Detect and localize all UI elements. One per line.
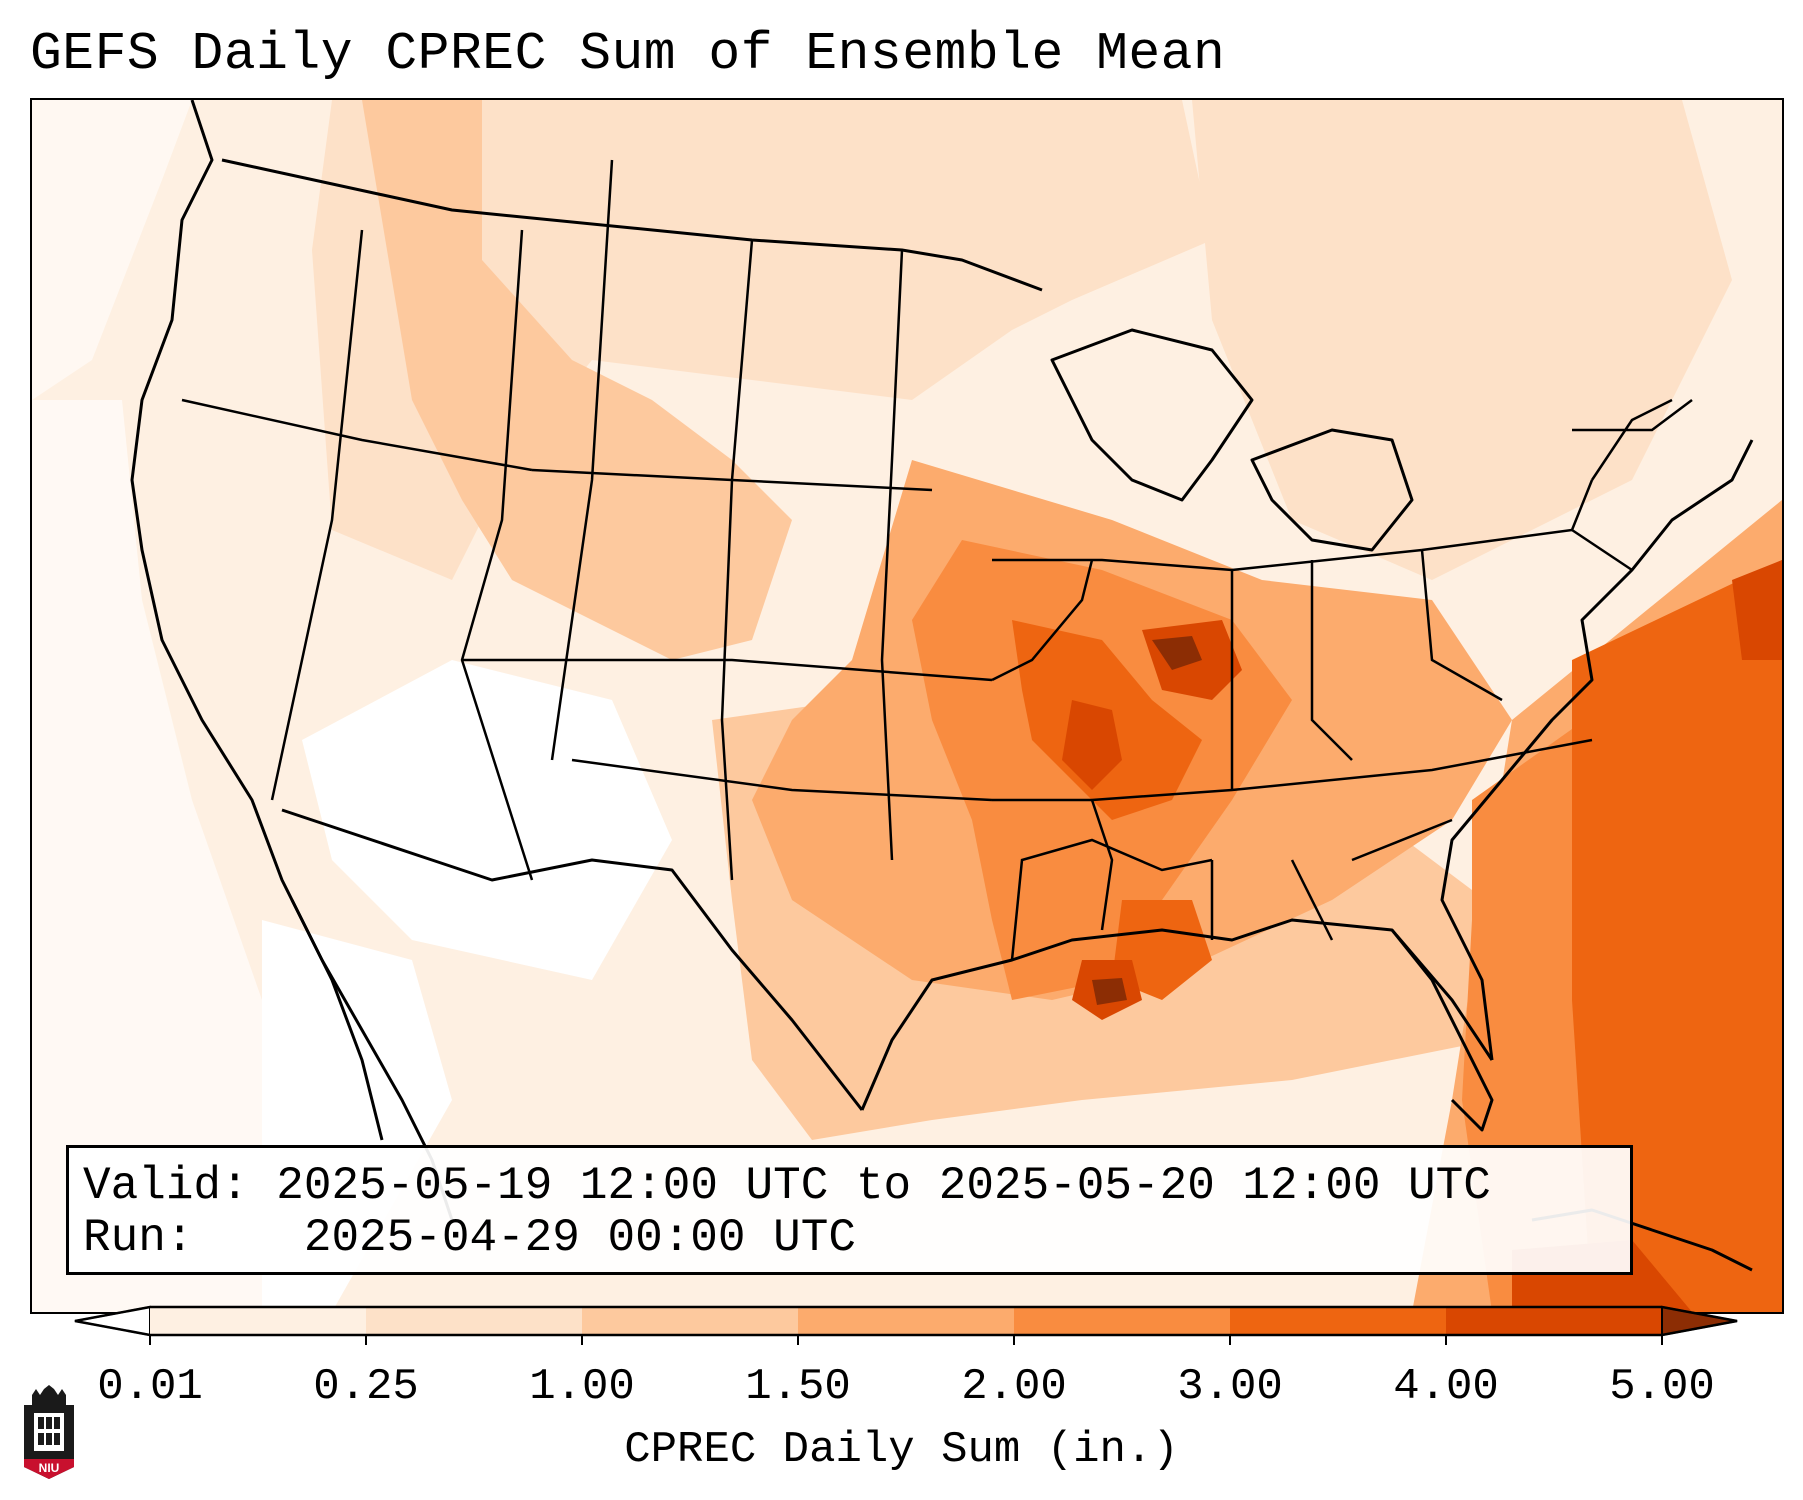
state-line-2 [270, 229, 364, 801]
colorbar-segment [1230, 1307, 1447, 1335]
colorbar-segment [798, 1307, 1015, 1335]
run-time: 2025-04-29 00:00 UTC [303, 1212, 856, 1264]
colorbar-under-arrow [74, 1305, 151, 1337]
us-mexico-border [281, 808, 864, 1111]
state-line-18 [1310, 560, 1353, 761]
precip-shading [32, 100, 1782, 1312]
state-line-9 [571, 758, 993, 802]
colorbar-segment [582, 1307, 799, 1335]
state-line-14 [1090, 799, 1114, 931]
mississippi-core [1112, 900, 1212, 1000]
svg-text:NIU: NIU [39, 1461, 60, 1475]
west-coastline [130, 100, 324, 961]
colorbar-tick-label: 1.00 [529, 1362, 635, 1412]
niu-logo: NIU [24, 1385, 74, 1479]
illinois-extreme [1152, 636, 1202, 670]
colorbar [74, 1305, 1738, 1345]
run-label: Run: [83, 1212, 194, 1264]
offshore-max [1732, 560, 1782, 660]
state-line-10 [992, 548, 1423, 572]
rockies-moderate [362, 100, 792, 660]
us-canada-border [221, 158, 1043, 292]
valid-label: Valid: [83, 1160, 249, 1212]
colorbar-segment [1446, 1307, 1663, 1335]
offshore-very-heavy [1572, 560, 1782, 1312]
baja-coastline [290, 899, 384, 1141]
colorbar-over-arrow [1661, 1305, 1738, 1337]
precipitation-map [32, 100, 1782, 1312]
colorbar-tick-label: 3.00 [1177, 1362, 1283, 1412]
great-lakes-superior-michigan [1050, 328, 1254, 502]
colorbar-tick-label: 2.00 [961, 1362, 1067, 1412]
page-title: GEFS Daily CPREC Sum of Ensemble Mean [30, 24, 1226, 84]
colorbar-tick-label: 1.50 [745, 1362, 851, 1412]
map-panel [30, 98, 1784, 1314]
valid-time-range: 2025-05-19 12:00 UTC to 2025-05-20 12:00… [276, 1160, 1491, 1212]
state-line-4 [550, 159, 614, 761]
state-line-5 [720, 239, 754, 881]
state-line-11 [991, 559, 1094, 682]
state-line-3 [460, 229, 534, 881]
state-line-22 [1571, 528, 1633, 572]
pacific-offshore-area [32, 400, 332, 1312]
state-line-7 [531, 468, 933, 492]
atlantic-coastline [1440, 439, 1754, 1061]
state-line-8 [462, 658, 993, 682]
state-line-20 [1351, 818, 1453, 862]
state-line-16 [1290, 859, 1334, 941]
great-lakes-huron-erie [1250, 428, 1414, 552]
state-line-13 [1010, 838, 1213, 961]
state-line-1 [181, 398, 533, 472]
state-line-24 [1572, 399, 1693, 432]
colorbar-tick-label: 0.01 [97, 1362, 203, 1412]
state-line-19 [1420, 549, 1503, 702]
colorbar-segment [366, 1307, 583, 1335]
geographic-boundaries [130, 100, 1754, 1272]
state-line-23 [1590, 398, 1673, 481]
valid-run-info-box: Valid: 2025-05-19 12:00 UTC to 2025-05-2… [66, 1145, 1633, 1275]
southwest-dry-area [302, 660, 672, 980]
colorbar-tick-label: 0.25 [313, 1362, 419, 1412]
colorbar-segment [150, 1307, 367, 1335]
state-line-6 [880, 249, 904, 861]
colorbar-label: CPREC Daily Sum (in.) [624, 1425, 1179, 1475]
louisiana-extreme [1092, 978, 1127, 1005]
northeast-light [1192, 100, 1732, 580]
colorbar-tick-label: 4.00 [1393, 1362, 1499, 1412]
pacific-dry-area [32, 100, 192, 400]
colorbar-tick-label: 5.00 [1609, 1362, 1715, 1412]
colorbar-segment [1014, 1307, 1231, 1335]
missouri-max [1062, 700, 1122, 790]
florida-coastline [1390, 929, 1494, 1132]
state-borders [181, 159, 1693, 961]
